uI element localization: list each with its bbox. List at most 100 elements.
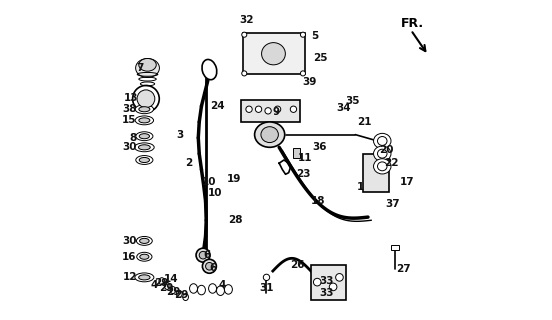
Text: 12: 12 — [123, 272, 137, 282]
Text: 2: 2 — [185, 158, 192, 168]
Text: 29: 29 — [154, 278, 168, 288]
Text: 14: 14 — [164, 274, 179, 284]
Text: 6: 6 — [209, 263, 216, 273]
Text: 30: 30 — [122, 142, 136, 152]
Text: 35: 35 — [346, 96, 360, 106]
Circle shape — [314, 278, 321, 286]
Text: 24: 24 — [211, 101, 225, 111]
Text: 27: 27 — [396, 264, 411, 275]
FancyBboxPatch shape — [243, 33, 305, 74]
Ellipse shape — [164, 283, 170, 289]
Ellipse shape — [135, 273, 154, 282]
Text: 16: 16 — [122, 252, 136, 262]
Ellipse shape — [139, 157, 150, 163]
Text: 25: 25 — [313, 53, 327, 63]
Ellipse shape — [262, 43, 285, 65]
Circle shape — [300, 71, 305, 76]
Text: 5: 5 — [311, 31, 318, 41]
Text: 4: 4 — [219, 280, 226, 290]
Circle shape — [256, 106, 262, 112]
Circle shape — [336, 274, 343, 281]
Ellipse shape — [139, 107, 150, 112]
Bar — [241, 100, 300, 122]
Text: 39: 39 — [302, 77, 317, 87]
Ellipse shape — [374, 146, 391, 161]
Text: 38: 38 — [122, 104, 136, 114]
Text: 13: 13 — [124, 93, 138, 103]
Text: 6: 6 — [203, 250, 210, 260]
Circle shape — [290, 106, 296, 112]
Ellipse shape — [135, 116, 153, 125]
Ellipse shape — [139, 275, 150, 280]
Ellipse shape — [159, 278, 164, 285]
Text: 18: 18 — [311, 196, 325, 206]
Ellipse shape — [209, 284, 216, 293]
Text: 8: 8 — [129, 133, 136, 143]
Text: 31: 31 — [259, 284, 274, 293]
Ellipse shape — [374, 159, 391, 174]
Text: 17: 17 — [400, 177, 415, 187]
Text: 1: 1 — [357, 182, 364, 192]
Text: 21: 21 — [357, 117, 371, 127]
Text: 34: 34 — [336, 103, 351, 113]
Text: 19: 19 — [227, 174, 241, 184]
Ellipse shape — [136, 59, 160, 77]
Text: 9: 9 — [273, 108, 280, 117]
Text: 7: 7 — [136, 63, 144, 73]
Circle shape — [132, 85, 160, 112]
Ellipse shape — [225, 285, 232, 294]
Circle shape — [203, 259, 216, 273]
Text: 10: 10 — [208, 188, 222, 198]
Text: 30: 30 — [122, 236, 136, 246]
Text: 11: 11 — [298, 153, 312, 164]
Ellipse shape — [139, 145, 150, 150]
Text: 33: 33 — [320, 288, 334, 298]
Circle shape — [274, 106, 281, 112]
Ellipse shape — [177, 290, 182, 297]
Circle shape — [300, 32, 305, 37]
Text: 23: 23 — [296, 169, 311, 179]
Ellipse shape — [216, 286, 225, 295]
Text: 37: 37 — [385, 199, 400, 209]
Circle shape — [205, 262, 213, 270]
Text: 33: 33 — [320, 276, 334, 285]
Ellipse shape — [136, 132, 153, 141]
Text: 29: 29 — [174, 290, 188, 300]
Text: 36: 36 — [312, 142, 327, 152]
Text: 29: 29 — [160, 283, 174, 292]
Text: 32: 32 — [240, 15, 254, 25]
Bar — [294, 148, 300, 158]
Circle shape — [199, 252, 207, 259]
Circle shape — [330, 283, 337, 291]
Text: 4: 4 — [151, 280, 158, 290]
Circle shape — [246, 106, 252, 112]
Text: 29: 29 — [166, 287, 180, 297]
Circle shape — [263, 274, 270, 281]
Ellipse shape — [183, 293, 188, 300]
Text: 15: 15 — [122, 115, 136, 125]
Ellipse shape — [139, 59, 156, 71]
Ellipse shape — [135, 143, 154, 152]
Bar — [311, 265, 346, 300]
Text: 22: 22 — [384, 158, 399, 168]
Circle shape — [242, 71, 247, 76]
Ellipse shape — [140, 254, 149, 259]
Ellipse shape — [374, 133, 391, 148]
Circle shape — [196, 248, 210, 262]
Ellipse shape — [135, 105, 153, 114]
Ellipse shape — [189, 284, 198, 293]
Text: FR.: FR. — [401, 17, 424, 30]
Ellipse shape — [136, 236, 152, 245]
Text: 28: 28 — [229, 215, 243, 225]
Ellipse shape — [139, 118, 150, 123]
Circle shape — [137, 90, 155, 108]
Circle shape — [265, 108, 271, 114]
Bar — [363, 154, 389, 192]
Ellipse shape — [254, 122, 285, 147]
Ellipse shape — [261, 127, 278, 142]
Text: 26: 26 — [290, 260, 305, 270]
Bar — [391, 245, 399, 251]
Circle shape — [242, 32, 247, 37]
Text: 20: 20 — [379, 146, 394, 156]
Ellipse shape — [202, 60, 217, 80]
